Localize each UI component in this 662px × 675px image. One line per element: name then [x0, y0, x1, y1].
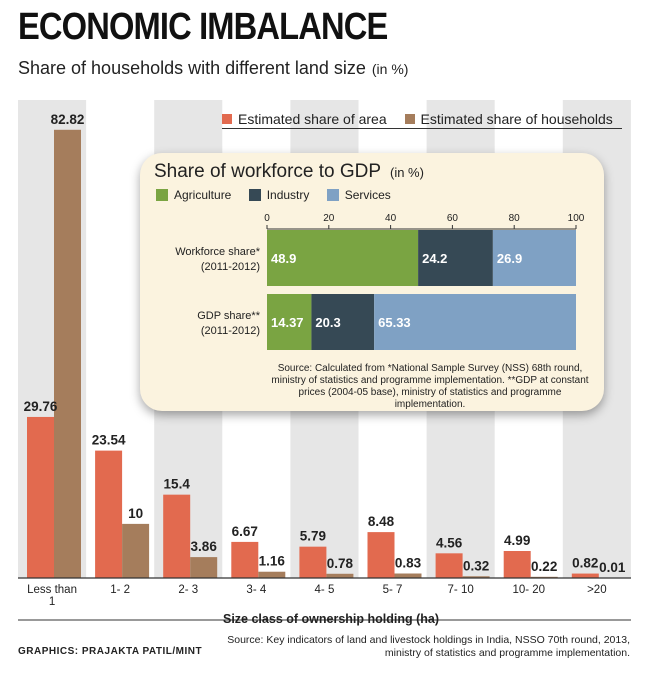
households-value-label: 0.01 — [599, 560, 626, 575]
inset-segment-services — [492, 230, 576, 286]
area-bar — [27, 416, 54, 578]
inset-segment-label: 65.33 — [378, 315, 411, 330]
households-value-label: 0.83 — [395, 556, 422, 571]
households-value-label: 0.78 — [327, 556, 354, 571]
inset-category-label: (2011-2012) — [201, 325, 260, 337]
graphics-credit: GRAPHICS: PRAJAKTA PATIL/MINT — [18, 646, 203, 657]
households-value-label: 0.22 — [531, 559, 557, 574]
x-tick-label: 2- 3 — [178, 584, 198, 596]
legend-label-area: Estimated share of area — [238, 111, 387, 127]
households-value-label: 1.16 — [259, 554, 286, 569]
inset-source-note: Source: Calculated from *National Sample… — [271, 363, 589, 410]
inset-segment-services — [374, 294, 576, 350]
x-tick-label: Less than — [27, 584, 77, 596]
inset-segment-label: 20.3 — [315, 315, 340, 330]
households-bar — [326, 573, 354, 578]
households-bar — [394, 573, 422, 578]
inset-segment-industry — [311, 294, 375, 350]
x-tick-label: 5- 7 — [383, 584, 403, 596]
legend-item-households: Estimated share of households — [404, 111, 613, 127]
inset-x-tick-label: 80 — [509, 213, 521, 224]
area-value-label: 8.48 — [368, 514, 395, 529]
subtitle-unit: (in %) — [371, 61, 409, 77]
legend-swatch-households — [404, 114, 415, 124]
x-tick-label: 7- 10 — [448, 584, 474, 596]
inset-legend-industry: Industry — [248, 188, 310, 202]
area-value-label: 15.4 — [164, 477, 191, 492]
legend-rule — [222, 128, 622, 129]
x-axis-title: Size class of ownership holding (ha) — [223, 612, 439, 626]
x-tick-label: >20 — [587, 584, 607, 596]
area-bar — [503, 550, 531, 578]
inset-segment-industry — [418, 230, 493, 286]
source-note: Source: Key indicators of land and lives… — [227, 634, 630, 659]
legend-swatch-area — [222, 114, 232, 124]
inset-x-tick-label: 40 — [385, 213, 397, 224]
area-value-label: 0.82 — [572, 556, 598, 571]
inset-segment-label: 14.37 — [271, 315, 304, 330]
area-bar — [163, 494, 191, 578]
inset-x-tick-label: 20 — [323, 213, 335, 224]
inset-title-unit: (in %) — [389, 165, 424, 180]
households-value-label: 0.32 — [463, 558, 489, 573]
x-tick-label: 3- 4 — [246, 584, 266, 596]
x-tick-label: 1 — [49, 596, 55, 608]
workforce-gdp-inset: Share of workforce to GDP (in %) Agricul… — [140, 153, 604, 411]
main-legend: Estimated share of area Estimated share … — [222, 111, 627, 127]
area-value-label: 5.79 — [300, 529, 326, 544]
households-bar — [190, 557, 218, 578]
inset-title-text: Share of workforce to GDP — [154, 161, 381, 182]
inset-segment-label: 24.2 — [422, 251, 447, 266]
inset-legend-label-services: Services — [344, 188, 391, 202]
area-value-label: 23.54 — [92, 433, 126, 448]
households-value-label: 10 — [128, 506, 143, 521]
area-value-label: 4.99 — [504, 533, 530, 548]
inset-x-tick-label: 100 — [568, 213, 585, 224]
chart-title: ECONOMIC IMBALANCE — [18, 6, 388, 48]
inset-segment-agriculture — [267, 230, 419, 286]
inset-legend-agriculture: Agriculture — [156, 188, 231, 202]
inset-category-label: Workforce share* — [175, 246, 260, 258]
inset-swatch-agriculture — [156, 189, 168, 201]
inset-segment-label: 48.9 — [271, 251, 296, 266]
inset-title: Share of workforce to GDP (in %) — [154, 161, 424, 183]
x-tick-label: 4- 5 — [315, 584, 335, 596]
households-bar — [54, 129, 81, 578]
households-bar — [462, 576, 490, 578]
households-value-label: 82.82 — [51, 112, 85, 127]
area-bar — [571, 573, 599, 578]
inset-x-tick-label: 60 — [447, 213, 459, 224]
inset-swatch-industry — [248, 189, 261, 201]
area-bar — [231, 541, 259, 578]
subtitle-text: Share of households with different land … — [18, 58, 366, 78]
inset-legend-label-industry: Industry — [266, 188, 310, 202]
chart-subtitle: Share of households with different land … — [18, 58, 408, 79]
area-bar — [299, 546, 327, 578]
x-tick-label: 1- 2 — [110, 584, 130, 596]
area-bar — [367, 532, 395, 578]
inset-stacked-bar-chart: 0 20 40 60 80 100 48.9 24.2 26.9 Workforce share*… — [175, 213, 585, 350]
x-tick-label: 10- 20 — [512, 584, 545, 596]
area-bar — [435, 553, 463, 578]
households-bar — [122, 523, 150, 578]
area-value-label: 6.67 — [232, 524, 258, 539]
households-bar — [258, 571, 286, 578]
inset-segment-label: 26.9 — [497, 251, 522, 266]
area-value-label: 4.56 — [436, 535, 463, 550]
area-value-label: 29.76 — [24, 399, 58, 414]
area-bar — [95, 450, 123, 578]
inset-legend-services: Services — [326, 188, 391, 202]
inset-category-label: GDP share** — [197, 310, 260, 322]
inset-legend-label-agriculture: Agriculture — [174, 188, 232, 202]
legend-label-households: Estimated share of households — [420, 111, 613, 127]
inset-swatch-services — [326, 189, 339, 201]
inset-x-tick-label: 0 — [264, 213, 270, 224]
inset-segment-agriculture — [267, 294, 312, 350]
households-value-label: 3.86 — [191, 539, 218, 554]
inset-category-label: (2011-2012) — [201, 261, 260, 273]
inset-legend: Agriculture Industry Services — [156, 188, 405, 204]
legend-item-area: Estimated share of area — [222, 111, 387, 127]
